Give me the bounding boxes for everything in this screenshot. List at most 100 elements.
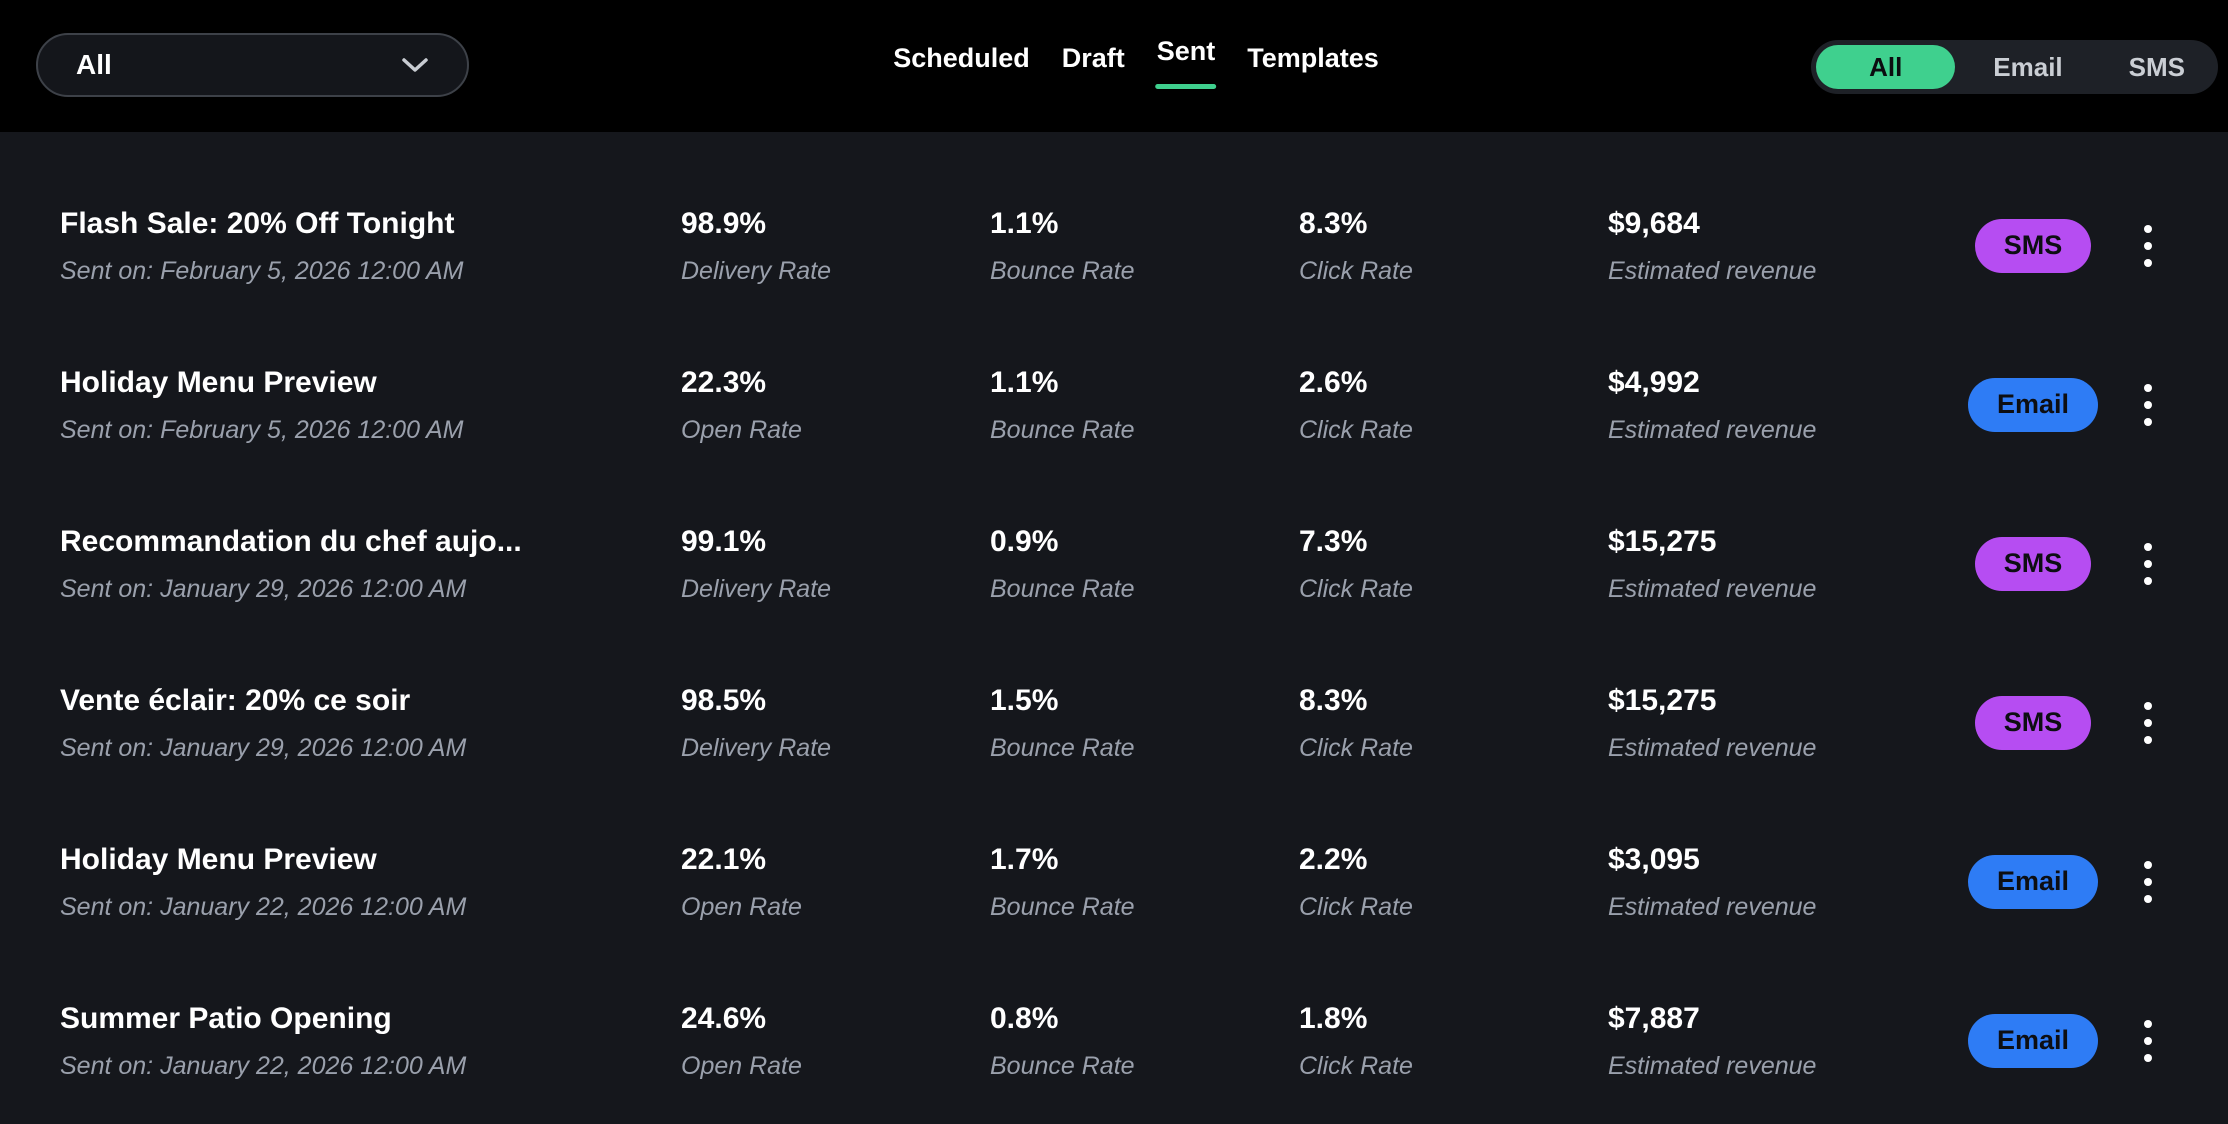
status-tabs: Scheduled Draft Sent Templates bbox=[889, 0, 1383, 132]
stat-click-rate: 8.3% Click Rate bbox=[1299, 683, 1608, 763]
channel-badge-cell: SMS bbox=[1948, 695, 2118, 750]
stat-label: Delivery Rate bbox=[681, 256, 832, 285]
stat-label: Click Rate bbox=[1299, 892, 1413, 921]
status-tab[interactable]: Templates bbox=[1243, 43, 1383, 89]
campaign-row[interactable]: Holiday Menu Preview Sent on: February 5… bbox=[0, 325, 2228, 484]
kebab-dot bbox=[2144, 1036, 2152, 1045]
campaign-title: Holiday Menu Preview bbox=[60, 842, 377, 876]
status-tab[interactable]: Draft bbox=[1058, 43, 1129, 89]
stat-value: 99.1% bbox=[681, 524, 767, 558]
stat-label: Bounce Rate bbox=[990, 733, 1135, 762]
channel-badge: SMS bbox=[1974, 695, 2092, 750]
channel-filter-option[interactable]: Email bbox=[1960, 45, 2095, 89]
stat-label: Click Rate bbox=[1299, 1051, 1413, 1080]
stat-value: 22.1% bbox=[681, 842, 767, 876]
campaign-sent-date: Sent on: January 22, 2026 12:00 AM bbox=[60, 892, 467, 921]
stat-value: 1.5% bbox=[990, 683, 1059, 717]
kebab-dot bbox=[2144, 559, 2152, 568]
stat-label: Click Rate bbox=[1299, 256, 1413, 285]
stat-label: Estimated revenue bbox=[1608, 574, 1817, 603]
campaign-row[interactable]: Flash Sale: 20% Off Tonight Sent on: Feb… bbox=[0, 166, 2228, 325]
channel-badge: Email bbox=[1967, 1013, 2099, 1068]
campaign-row[interactable]: Holiday Menu Preview Sent on: January 22… bbox=[0, 802, 2228, 961]
status-tab[interactable]: Sent bbox=[1153, 36, 1220, 89]
kebab-menu-icon[interactable] bbox=[2118, 1010, 2178, 1072]
status-tab[interactable]: Scheduled bbox=[889, 43, 1034, 89]
stat-estimated-revenue: $15,275 Estimated revenue bbox=[1608, 524, 1948, 604]
stat-label: Click Rate bbox=[1299, 733, 1413, 762]
active-tab-underline bbox=[1155, 84, 1217, 89]
campaign-info: Recommandation du chef aujo... Sent on: … bbox=[60, 524, 681, 604]
stat-label: Click Rate bbox=[1299, 415, 1413, 444]
stat-click-rate: 2.2% Click Rate bbox=[1299, 842, 1608, 922]
chevron-down-icon bbox=[401, 56, 429, 74]
campaign-filter-dropdown[interactable]: All bbox=[36, 33, 469, 97]
campaign-sent-date: Sent on: February 5, 2026 12:00 AM bbox=[60, 256, 464, 285]
stat-label: Estimated revenue bbox=[1608, 415, 1817, 444]
stat-click-rate: 2.6% Click Rate bbox=[1299, 365, 1608, 445]
kebab-dot bbox=[2144, 1053, 2152, 1062]
campaign-title: Recommandation du chef aujo... bbox=[60, 524, 522, 558]
stat-bounce-rate: 1.1% Bounce Rate bbox=[990, 206, 1299, 286]
campaign-row[interactable]: Recommandation du chef aujo... Sent on: … bbox=[0, 484, 2228, 643]
campaign-row[interactable]: Vente éclair: 20% ce soir Sent on: Janua… bbox=[0, 643, 2228, 802]
stat-value: $4,992 bbox=[1608, 365, 1700, 399]
channel-badge-cell: SMS bbox=[1948, 536, 2118, 591]
kebab-dot bbox=[2144, 894, 2152, 903]
stat-estimated-revenue: $4,992 Estimated revenue bbox=[1608, 365, 1948, 445]
stat-bounce-rate: 0.9% Bounce Rate bbox=[990, 524, 1299, 604]
status-tab-label: Scheduled bbox=[893, 43, 1030, 73]
kebab-dot bbox=[2144, 860, 2152, 869]
stat-label: Open Rate bbox=[681, 892, 802, 921]
kebab-menu-icon[interactable] bbox=[2118, 374, 2178, 436]
kebab-dot bbox=[2144, 241, 2152, 250]
kebab-menu-icon[interactable] bbox=[2118, 851, 2178, 913]
stat-label: Bounce Rate bbox=[990, 1051, 1135, 1080]
kebab-dot bbox=[2144, 701, 2152, 710]
stat-value: 1.1% bbox=[990, 206, 1059, 240]
dropdown-selected-value: All bbox=[76, 49, 112, 80]
stat-label: Bounce Rate bbox=[990, 415, 1135, 444]
status-tab-label: Templates bbox=[1247, 43, 1379, 73]
channel-badge: SMS bbox=[1974, 536, 2092, 591]
stat-estimated-revenue: $7,887 Estimated revenue bbox=[1608, 1001, 1948, 1081]
stat-estimated-revenue: $15,275 Estimated revenue bbox=[1608, 683, 1948, 763]
campaign-sent-date: Sent on: February 5, 2026 12:00 AM bbox=[60, 415, 464, 444]
kebab-dot bbox=[2144, 417, 2152, 426]
stat-value: 0.9% bbox=[990, 524, 1059, 558]
channel-filter-option[interactable]: All bbox=[1816, 45, 1956, 89]
stat-value: 2.6% bbox=[1299, 365, 1368, 399]
stat-bounce-rate: 1.5% Bounce Rate bbox=[990, 683, 1299, 763]
channel-filter-option[interactable]: SMS bbox=[2096, 45, 2218, 89]
stat-label: Estimated revenue bbox=[1608, 892, 1817, 921]
active-tab-underline bbox=[1063, 84, 1124, 89]
campaign-sent-date: Sent on: January 22, 2026 12:00 AM bbox=[60, 1051, 467, 1080]
kebab-dot bbox=[2144, 576, 2152, 585]
kebab-dot bbox=[2144, 877, 2152, 886]
campaign-row[interactable]: Summer Patio Opening Sent on: January 22… bbox=[0, 961, 2228, 1120]
stat-value: 1.8% bbox=[1299, 1001, 1368, 1035]
stat-bounce-rate: 0.8% Bounce Rate bbox=[990, 1001, 1299, 1081]
kebab-menu-icon[interactable] bbox=[2118, 533, 2178, 595]
stat-label: Bounce Rate bbox=[990, 574, 1135, 603]
top-bar: All Scheduled Draft Sent Templat bbox=[0, 0, 2228, 132]
kebab-dot bbox=[2144, 400, 2152, 409]
campaign-info: Holiday Menu Preview Sent on: February 5… bbox=[60, 365, 681, 445]
kebab-menu-icon[interactable] bbox=[2118, 215, 2178, 277]
kebab-menu-icon[interactable] bbox=[2118, 692, 2178, 754]
kebab-dot bbox=[2144, 258, 2152, 267]
status-tab-label: Draft bbox=[1061, 43, 1125, 73]
active-tab-underline bbox=[931, 84, 992, 89]
channel-badge: SMS bbox=[1974, 218, 2092, 273]
kebab-dot bbox=[2144, 224, 2152, 233]
campaign-title: Summer Patio Opening bbox=[60, 1001, 392, 1035]
stat-estimated-revenue: $9,684 Estimated revenue bbox=[1608, 206, 1948, 286]
stat-click-rate: 8.3% Click Rate bbox=[1299, 206, 1608, 286]
stat-value: 98.9% bbox=[681, 206, 767, 240]
campaign-info: Vente éclair: 20% ce soir Sent on: Janua… bbox=[60, 683, 681, 763]
stat-click-rate: 1.8% Click Rate bbox=[1299, 1001, 1608, 1081]
stat-value: 98.5% bbox=[681, 683, 767, 717]
stat-value: 8.3% bbox=[1299, 683, 1368, 717]
campaign-title: Flash Sale: 20% Off Tonight bbox=[60, 206, 455, 240]
stat-delivery-or-open: 98.9% Delivery Rate bbox=[681, 206, 990, 286]
